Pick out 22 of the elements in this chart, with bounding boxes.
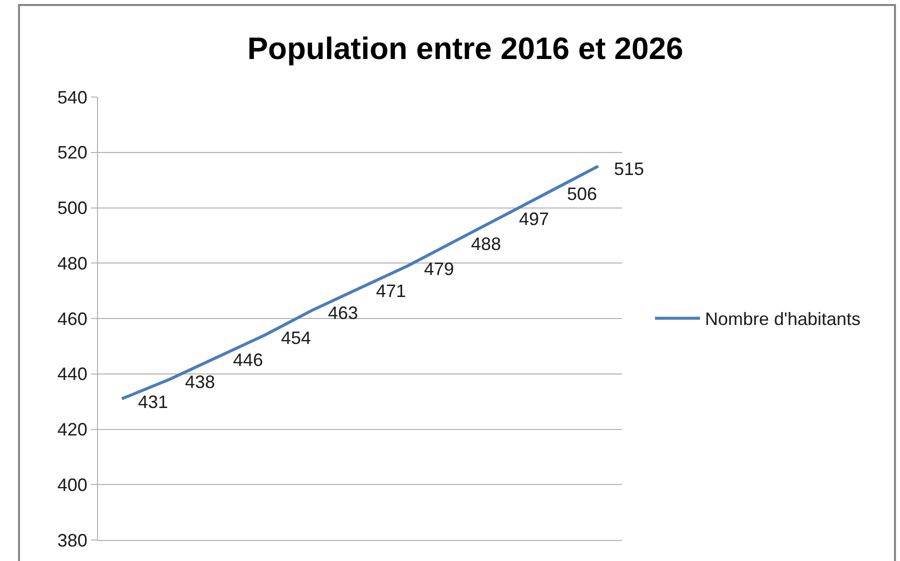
data-label: 471 <box>376 281 406 301</box>
data-label: 438 <box>185 372 216 392</box>
y-tick-label: 380 <box>57 530 88 550</box>
data-label: 431 <box>138 392 168 412</box>
y-tick-label: 520 <box>57 142 88 163</box>
data-label: 506 <box>567 184 598 204</box>
legend-label: Nombre d'habitants <box>705 309 861 330</box>
data-label: 479 <box>424 259 454 279</box>
chart-title: Population entre 2016 et 2026 <box>247 30 684 66</box>
data-label: 454 <box>281 328 312 348</box>
y-tick-label: 500 <box>57 198 88 218</box>
y-tick-label: 440 <box>57 364 88 384</box>
data-label: 488 <box>471 234 502 254</box>
y-tick-label: 420 <box>57 420 88 440</box>
data-label: 446 <box>233 350 264 370</box>
data-label: 463 <box>328 303 358 323</box>
y-tick-label: 460 <box>57 308 88 329</box>
y-tick-label: 400 <box>57 474 88 495</box>
data-label: 497 <box>519 209 550 229</box>
y-tick-label: 480 <box>57 253 88 274</box>
y-tick-label: 540 <box>57 87 88 108</box>
data-label: 515 <box>614 159 644 179</box>
